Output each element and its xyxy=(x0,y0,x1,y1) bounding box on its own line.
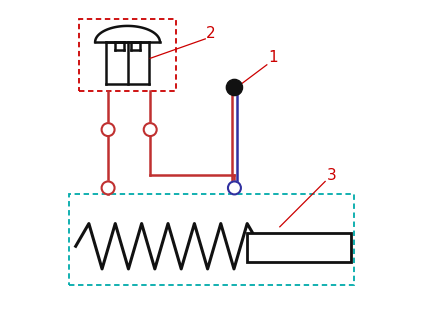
Circle shape xyxy=(101,123,114,136)
Circle shape xyxy=(226,79,243,96)
Text: 1: 1 xyxy=(268,50,278,65)
FancyBboxPatch shape xyxy=(247,233,351,262)
Text: 3: 3 xyxy=(327,168,337,183)
Circle shape xyxy=(144,123,157,136)
Circle shape xyxy=(228,181,241,194)
Text: 2: 2 xyxy=(206,26,215,40)
Circle shape xyxy=(101,181,114,194)
